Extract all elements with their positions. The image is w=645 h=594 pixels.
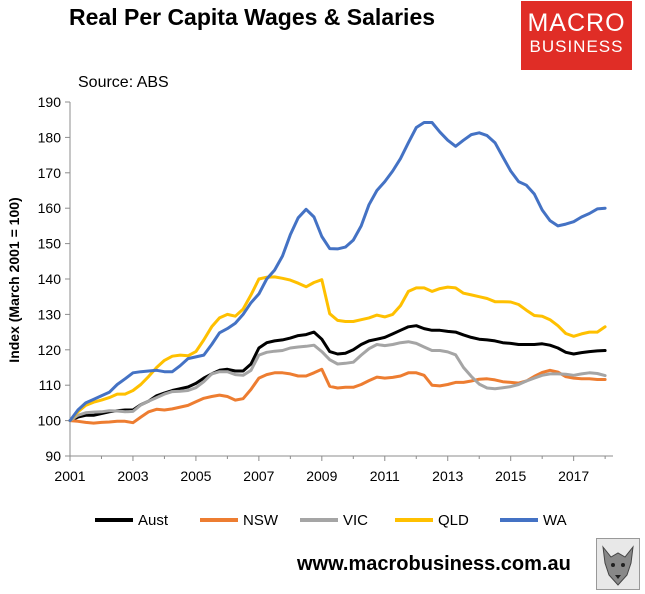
- series-line-wa: [68, 121, 607, 423]
- y-tick-label: 150: [38, 236, 62, 252]
- legend-item-vic: VIC: [300, 508, 368, 532]
- chart-axes: 90 100 110 120 130 140 150 160 170 180 190 2001 2003…: [38, 94, 613, 484]
- x-tick-label: 2011: [370, 468, 400, 484]
- y-tick-label: 130: [38, 306, 62, 322]
- legend-swatch: [95, 518, 133, 522]
- chart-series-group: [68, 121, 607, 425]
- x-tick-label: 2015: [495, 468, 526, 484]
- macrobusiness-logo: MACRO BUSINESS: [521, 1, 632, 70]
- legend-swatch: [200, 518, 238, 522]
- y-tick-label: 90: [45, 448, 61, 464]
- x-tick-label: 2005: [180, 468, 211, 484]
- legend-label: WA: [543, 511, 567, 529]
- x-tick-label: 2009: [306, 468, 337, 484]
- legend-swatch: [300, 518, 338, 522]
- x-tick-label: 2001: [54, 468, 85, 484]
- legend-label: Aust: [138, 511, 169, 529]
- x-tick-label: 2017: [558, 468, 589, 484]
- x-tick-label: 2003: [117, 468, 148, 484]
- series-line-nsw: [68, 367, 607, 425]
- series-line-qld: [68, 275, 607, 423]
- y-tick-label: 120: [38, 342, 62, 358]
- wolf-emblem-icon: [596, 538, 640, 590]
- legend-label: VIC: [343, 511, 369, 529]
- series-line-vic: [68, 340, 607, 423]
- legend-label: NSW: [243, 511, 278, 529]
- y-tick-label: 100: [38, 413, 62, 429]
- logo-line1: MACRO: [527, 9, 626, 37]
- legend-item-nsw: NSW: [200, 508, 278, 532]
- chart-title: Real Per Capita Wages & Salaries: [69, 4, 436, 30]
- y-tick-label: 160: [38, 200, 62, 216]
- y-axis-label: Index (March 2001 = 100): [6, 197, 22, 362]
- source-note: Source: ABS: [78, 74, 169, 91]
- legend-swatch: [395, 518, 433, 522]
- x-tick-label: 2013: [432, 468, 463, 484]
- y-tick-label: 170: [38, 165, 62, 181]
- y-tick-label: 110: [39, 377, 62, 393]
- x-tick-label: 2007: [243, 468, 274, 484]
- legend-item-aust: Aust: [95, 508, 168, 532]
- y-tick-label: 180: [38, 129, 62, 145]
- legend-item-wa: WA: [500, 508, 567, 532]
- legend-item-qld: QLD: [395, 508, 469, 532]
- logo-line2: BUSINESS: [529, 37, 624, 56]
- y-tick-label: 140: [38, 271, 62, 287]
- chart-legend: Aust NSW VIC QLD WA: [80, 508, 620, 532]
- legend-swatch: [500, 518, 538, 522]
- legend-label: QLD: [438, 511, 469, 529]
- y-tick-label: 190: [38, 94, 62, 110]
- footer-url: www.macrobusiness.com.au: [297, 553, 571, 575]
